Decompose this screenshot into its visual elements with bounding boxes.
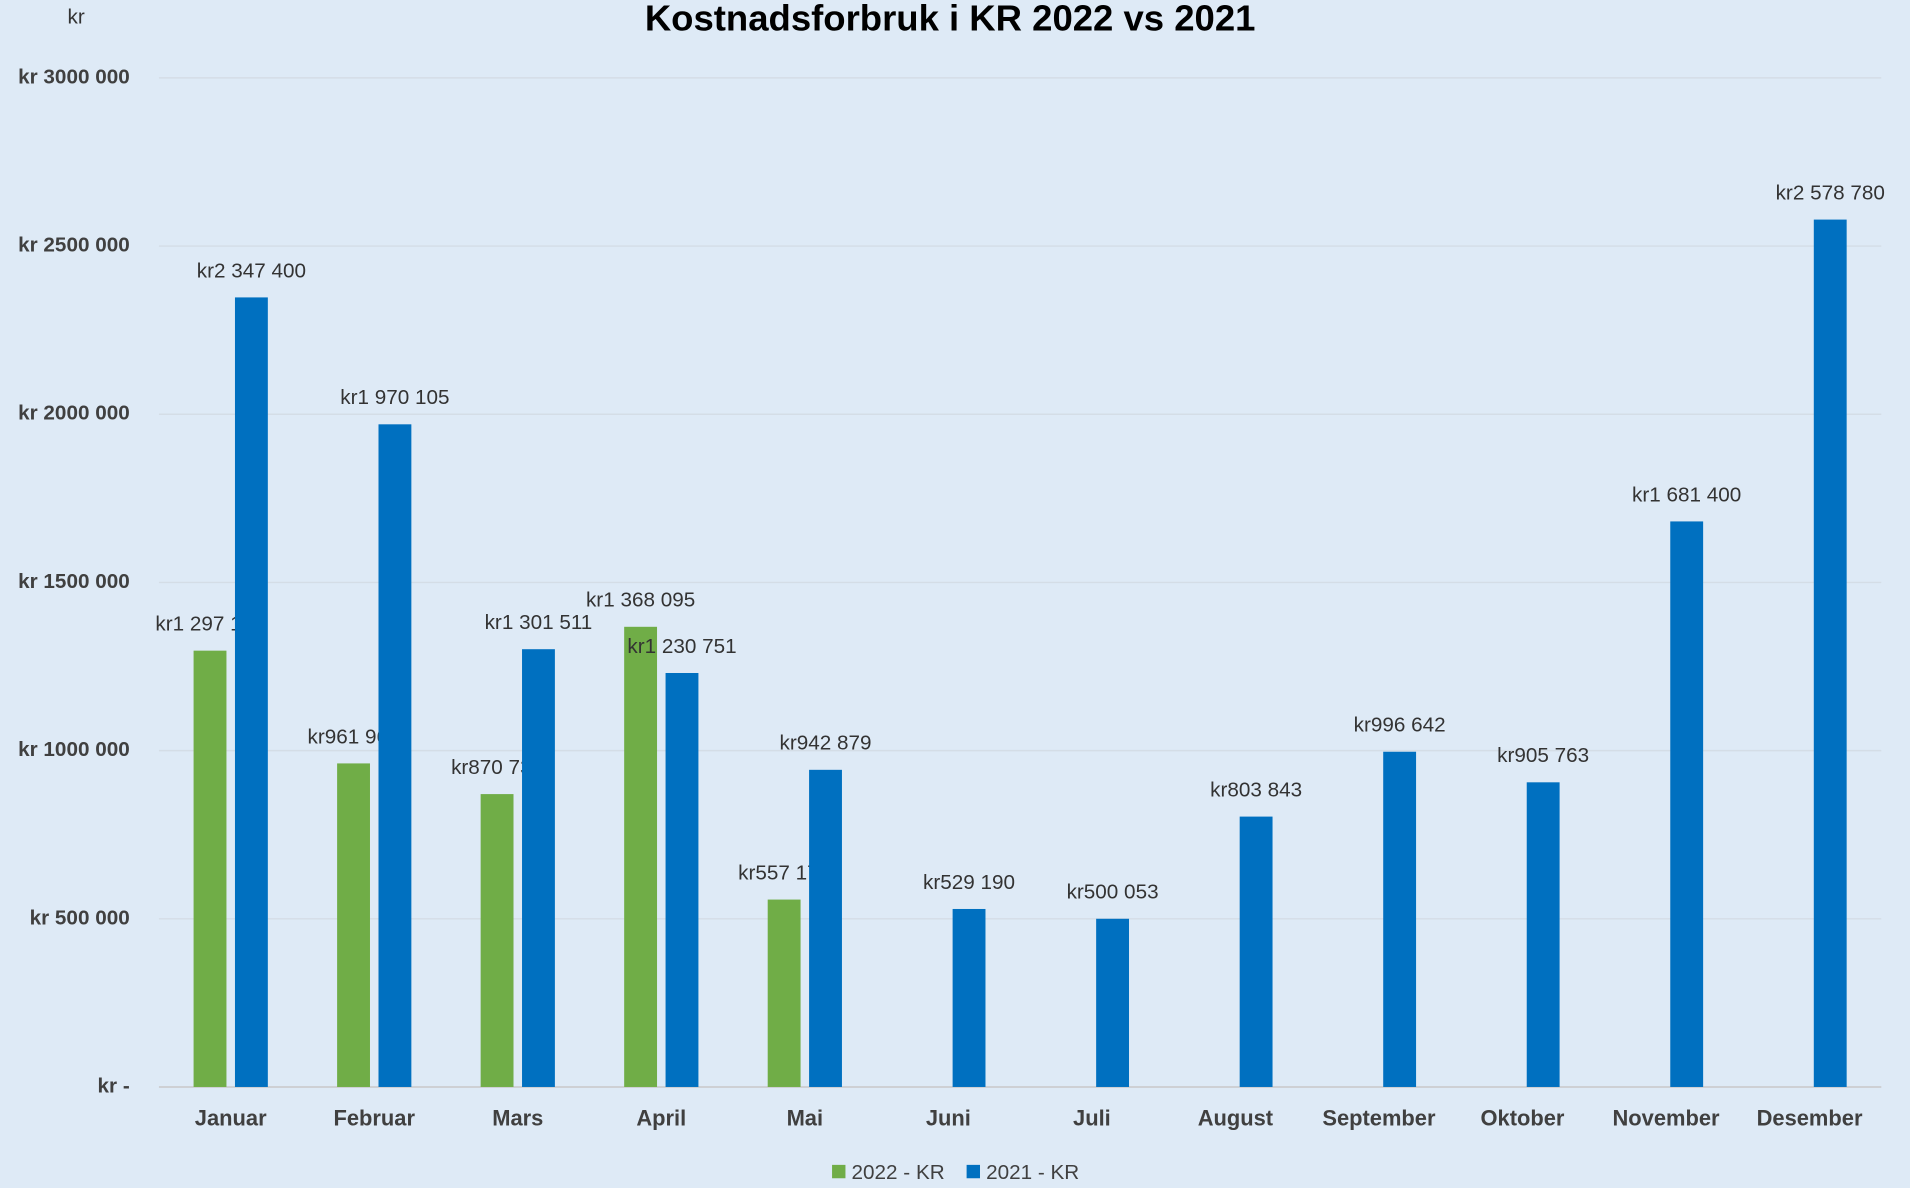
bar (1670, 521, 1704, 1087)
bar (193, 650, 227, 1087)
x-tick-label: Desember (1757, 1106, 1863, 1131)
value-label: kr870 731 (451, 756, 543, 779)
x-tick-label: August (1198, 1106, 1274, 1131)
value-label: kr1 970 105 (340, 386, 449, 409)
x-tick-label: September (1322, 1106, 1436, 1131)
y-axis-label: kr (68, 6, 85, 29)
x-tick-label: Mai (787, 1106, 824, 1131)
bar (337, 763, 370, 1087)
value-label: kr1 301 511 (485, 611, 593, 634)
chart-title: Kostnadsforbruk i KR 2022 vs 2021 (645, 0, 1256, 38)
bar (1096, 918, 1130, 1087)
x-tick-label: April (636, 1106, 686, 1131)
y-tick-label: kr 2500 000 (18, 234, 130, 257)
y-tick-label: kr 3000 000 (18, 65, 130, 88)
x-tick-label: Juli (1073, 1106, 1111, 1131)
bar (809, 769, 842, 1087)
y-tick-label: kr 2000 000 (18, 402, 130, 425)
legend-label: 2021 - KR (986, 1161, 1079, 1184)
y-tick-label: kr 1000 000 (18, 738, 130, 761)
bar (624, 626, 658, 1087)
value-label: kr529 190 (923, 871, 1015, 894)
x-tick-label: Oktober (1481, 1106, 1565, 1131)
bar (665, 673, 699, 1087)
bar (767, 899, 801, 1087)
bar (1239, 816, 1273, 1087)
y-tick-label: kr 500 000 (30, 906, 130, 929)
x-tick-label: Juni (926, 1106, 971, 1131)
value-label: kr942 879 (780, 732, 872, 755)
value-label: kr2 578 780 (1776, 181, 1885, 204)
x-tick-label: Januar (195, 1106, 267, 1131)
value-label: kr803 843 (1210, 779, 1302, 802)
value-label: kr905 763 (1497, 744, 1589, 767)
value-label: kr1 368 095 (586, 589, 695, 612)
y-tick-label: kr 1500 000 (18, 570, 130, 593)
bar (1526, 782, 1560, 1087)
bar (234, 297, 268, 1087)
value-label: kr2 347 400 (197, 259, 306, 282)
x-tick-label: Mars (492, 1106, 543, 1131)
legend-swatch (966, 1164, 980, 1179)
value-label: kr500 053 (1067, 881, 1159, 904)
legend-label: 2022 - KR (852, 1161, 945, 1184)
bar (480, 794, 514, 1087)
value-label: kr1 681 400 (1632, 483, 1741, 506)
bar (522, 649, 555, 1087)
value-label: kr557 170 (738, 861, 830, 884)
bar (378, 424, 412, 1087)
x-tick-label: November (1612, 1106, 1720, 1131)
bar (1813, 219, 1847, 1087)
legend-swatch (832, 1164, 846, 1179)
x-tick-label: Februar (333, 1106, 415, 1131)
value-label: kr1 230 751 (627, 635, 736, 658)
value-label: kr961 962 (308, 725, 400, 748)
y-tick-label: kr - (98, 1074, 130, 1097)
bar (952, 908, 986, 1087)
value-label: kr996 642 (1354, 714, 1446, 737)
bar (1383, 751, 1417, 1087)
